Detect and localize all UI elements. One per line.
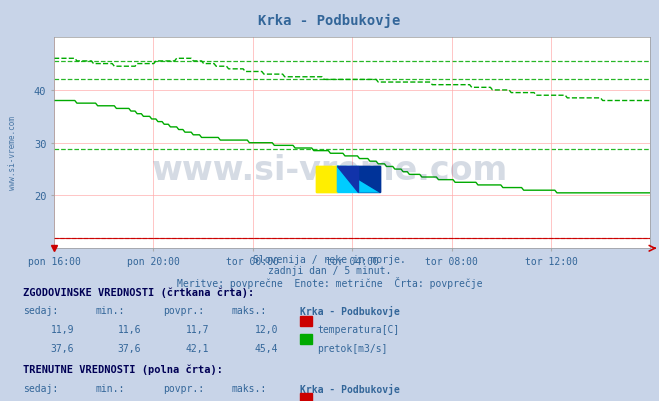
Text: zadnji dan / 5 minut.: zadnji dan / 5 minut. bbox=[268, 265, 391, 275]
Text: min.:: min.: bbox=[96, 306, 125, 316]
Text: 42,1: 42,1 bbox=[186, 343, 210, 353]
Text: ZGODOVINSKE VREDNOSTI (črtkana črta):: ZGODOVINSKE VREDNOSTI (črtkana črta): bbox=[23, 287, 254, 297]
Text: pretok[m3/s]: pretok[m3/s] bbox=[317, 343, 387, 353]
Text: min.:: min.: bbox=[96, 383, 125, 393]
Text: Krka - Podbukovje: Krka - Podbukovje bbox=[258, 14, 401, 28]
Text: 45,4: 45,4 bbox=[254, 343, 278, 353]
Text: temperatura[C]: temperatura[C] bbox=[317, 324, 399, 334]
Text: sedaj:: sedaj: bbox=[23, 306, 58, 316]
Text: Meritve: povprečne  Enote: metrične  Črta: povprečje: Meritve: povprečne Enote: metrične Črta:… bbox=[177, 276, 482, 288]
Text: Krka - Podbukovje: Krka - Podbukovje bbox=[300, 306, 400, 316]
Text: www.si-vreme.com: www.si-vreme.com bbox=[8, 115, 17, 189]
Text: www.si-vreme.com: www.si-vreme.com bbox=[152, 154, 507, 187]
Text: sedaj:: sedaj: bbox=[23, 383, 58, 393]
Text: maks.:: maks.: bbox=[232, 383, 267, 393]
Text: 37,6: 37,6 bbox=[117, 343, 141, 353]
Text: 11,7: 11,7 bbox=[186, 324, 210, 334]
Text: 11,6: 11,6 bbox=[117, 324, 141, 334]
Text: povpr.:: povpr.: bbox=[163, 306, 204, 316]
Text: Krka - Podbukovje: Krka - Podbukovje bbox=[300, 383, 400, 394]
Text: maks.:: maks.: bbox=[232, 306, 267, 316]
Text: 37,6: 37,6 bbox=[51, 343, 74, 353]
Text: 12,0: 12,0 bbox=[254, 324, 278, 334]
Text: TRENUTNE VREDNOSTI (polna črta):: TRENUTNE VREDNOSTI (polna črta): bbox=[23, 364, 223, 375]
Text: Slovenija / reke in morje.: Slovenija / reke in morje. bbox=[253, 255, 406, 265]
Text: 11,9: 11,9 bbox=[51, 324, 74, 334]
Text: povpr.:: povpr.: bbox=[163, 383, 204, 393]
